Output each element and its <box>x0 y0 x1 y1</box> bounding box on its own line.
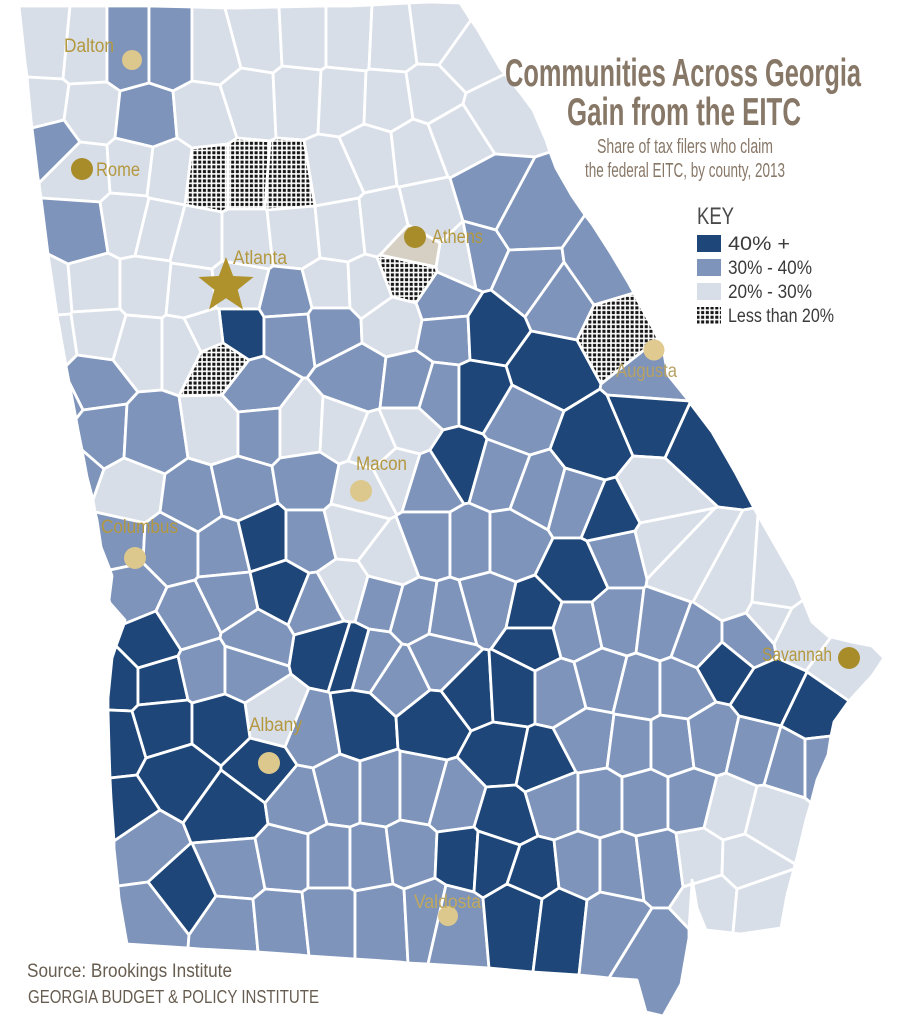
svg-text:20% - 30%: 20% - 30% <box>728 282 812 303</box>
svg-text:Communities Across Georgia: Communities Across Georgia <box>505 52 861 95</box>
svg-text:30% - 40%: 30% - 40% <box>728 258 812 279</box>
svg-text:40% +: 40% + <box>728 234 790 255</box>
svg-text:Gain from the EITC: Gain from the EITC <box>567 91 801 134</box>
svg-text:Source: Brookings Institute: Source: Brookings Institute <box>27 961 232 982</box>
svg-text:Athens: Athens <box>432 227 483 248</box>
svg-text:Valdosta: Valdosta <box>414 892 481 913</box>
svg-text:the federal EITC, by county, 2: the federal EITC, by county, 2013 <box>585 160 785 182</box>
svg-text:Albany: Albany <box>249 715 302 736</box>
svg-text:Share of tax filers who claim: Share of tax filers who claim <box>597 136 773 158</box>
svg-text:Columbus: Columbus <box>101 517 178 538</box>
svg-text:Dalton: Dalton <box>64 36 114 57</box>
svg-text:Atlanta: Atlanta <box>233 248 287 269</box>
svg-text:Macon: Macon <box>356 454 407 475</box>
svg-text:Less than 20%: Less than 20% <box>728 306 834 327</box>
svg-text:GEORGIA BUDGET & POLICY INSTIT: GEORGIA BUDGET & POLICY INSTITUTE <box>28 987 319 1007</box>
svg-text:Rome: Rome <box>96 160 140 181</box>
svg-text:KEY: KEY <box>697 203 734 230</box>
svg-text:Savannah: Savannah <box>762 645 832 666</box>
svg-text:Augusta: Augusta <box>616 361 677 382</box>
